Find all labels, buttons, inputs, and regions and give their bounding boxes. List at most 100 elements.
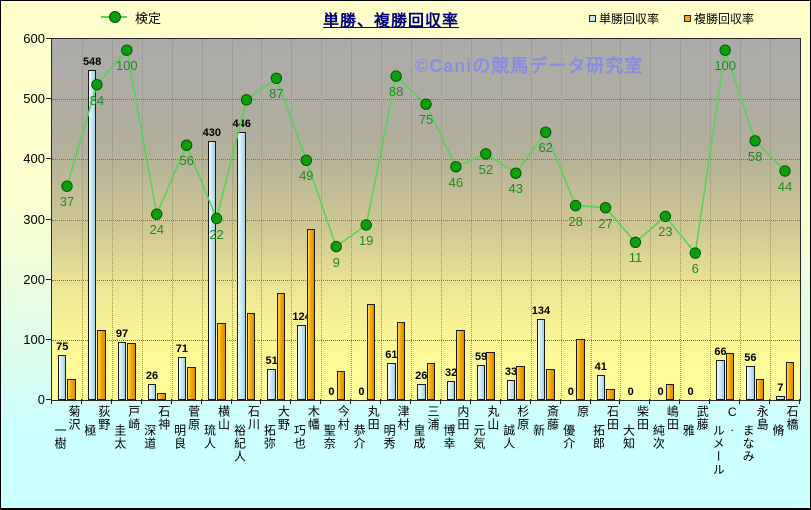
bar-win-4[interactable] bbox=[177, 357, 187, 400]
bar-win-2[interactable] bbox=[117, 341, 127, 400]
bar-win-8[interactable] bbox=[297, 325, 306, 400]
line-marker-21[interactable] bbox=[689, 247, 701, 259]
line-marker-4[interactable] bbox=[180, 139, 193, 151]
bar-win-11[interactable] bbox=[387, 363, 396, 400]
bar-win-label-9: 0 bbox=[328, 386, 335, 398]
gridline-v-7 bbox=[261, 39, 263, 400]
line-marker-6[interactable] bbox=[240, 94, 253, 106]
bar-win-label-4: 71 bbox=[175, 343, 188, 356]
line-marker-13[interactable] bbox=[450, 161, 462, 173]
line-marker-9[interactable] bbox=[330, 240, 342, 253]
line-marker-19[interactable] bbox=[629, 236, 642, 249]
line-label-5: 22 bbox=[209, 226, 224, 242]
plot-area[interactable]: ©Caniの競馬データ研究室 75 548 97 26 71 430 446 51 124 0 0 6… bbox=[51, 38, 801, 401]
bar-place-12[interactable] bbox=[426, 362, 435, 400]
bar-win-22[interactable] bbox=[716, 360, 725, 400]
bar-place-20[interactable] bbox=[665, 383, 675, 400]
chart-title: 単勝、複勝回収率 bbox=[322, 13, 459, 30]
bar-win-7[interactable] bbox=[267, 369, 276, 400]
line-marker-1[interactable] bbox=[91, 79, 103, 91]
legend-kentei[interactable]: 検定 bbox=[101, 8, 161, 26]
line-marker-8[interactable] bbox=[300, 154, 313, 167]
gridline-h-200 bbox=[52, 279, 800, 281]
line-marker-18[interactable] bbox=[599, 202, 612, 214]
line-marker-7[interactable] bbox=[270, 72, 283, 84]
bar-win-23[interactable] bbox=[746, 366, 755, 400]
line-marker-5[interactable] bbox=[210, 212, 223, 225]
line-marker-2[interactable] bbox=[121, 44, 133, 56]
legend-place[interactable]: 複勝回収率 bbox=[684, 10, 754, 26]
line-marker-16[interactable] bbox=[540, 126, 552, 138]
bar-win-15[interactable] bbox=[506, 380, 516, 400]
gridline-v-1 bbox=[81, 39, 83, 400]
x-label-given-12: 皇成 bbox=[412, 424, 426, 450]
x-label-family-4: 菅原 bbox=[186, 405, 201, 431]
legend-win[interactable]: 単勝回収率 bbox=[589, 10, 659, 26]
x-axis-tick-22 bbox=[709, 399, 711, 404]
gridline-v-6 bbox=[231, 39, 233, 400]
line-marker-22[interactable] bbox=[719, 44, 731, 56]
bar-win-0[interactable] bbox=[57, 354, 67, 400]
bar-win-label-5: 430 bbox=[202, 127, 221, 140]
x-label-given-18: 拓郎 bbox=[591, 424, 606, 450]
line-marker-17[interactable] bbox=[569, 199, 582, 212]
bar-win-16[interactable] bbox=[536, 319, 546, 400]
bar-place-5[interactable] bbox=[217, 322, 226, 400]
bar-place-8[interactable] bbox=[306, 228, 316, 400]
x-axis-tick-6 bbox=[230, 399, 232, 404]
y-axis-label-200: 200 bbox=[23, 271, 45, 287]
bar-place-17[interactable] bbox=[576, 338, 585, 400]
bar-win-3[interactable] bbox=[147, 384, 157, 400]
y-axis-tick-500 bbox=[46, 98, 51, 100]
bar-win-14[interactable] bbox=[476, 364, 486, 400]
line-label-14: 52 bbox=[478, 161, 494, 177]
bar-place-7[interactable] bbox=[276, 292, 286, 400]
bar-win-12[interactable] bbox=[417, 384, 426, 400]
bar-win-13[interactable] bbox=[446, 380, 456, 400]
x-label-family-10: 丸田 bbox=[366, 405, 381, 431]
bar-place-15[interactable] bbox=[516, 365, 525, 400]
gridline-v-5 bbox=[201, 39, 203, 400]
bar-place-1[interactable] bbox=[97, 329, 106, 400]
x-axis-tick-12 bbox=[410, 399, 412, 404]
bar-place-18[interactable] bbox=[606, 389, 615, 400]
bar-win-24[interactable] bbox=[776, 395, 785, 400]
bar-place-16[interactable] bbox=[546, 368, 555, 400]
line-marker-23[interactable] bbox=[749, 135, 761, 147]
legend-line-sample bbox=[101, 11, 127, 23]
bar-place-3[interactable] bbox=[157, 392, 166, 400]
bar-place-11[interactable] bbox=[396, 321, 406, 400]
x-axis-tick-1 bbox=[80, 399, 82, 404]
bar-place-23[interactable] bbox=[755, 378, 765, 400]
line-marker-0[interactable] bbox=[61, 180, 73, 192]
line-marker-24[interactable] bbox=[779, 165, 791, 177]
line-label-17: 28 bbox=[568, 213, 583, 229]
bar-win-1[interactable] bbox=[87, 70, 97, 400]
line-marker-20[interactable] bbox=[659, 210, 672, 223]
line-series-kentei[interactable] bbox=[52, 39, 800, 400]
line-marker-3[interactable] bbox=[151, 208, 163, 220]
bar-place-22[interactable] bbox=[725, 353, 735, 400]
bar-win-5[interactable] bbox=[207, 141, 217, 400]
bar-place-0[interactable] bbox=[67, 378, 76, 400]
x-label-0: 菊沢 一樹 bbox=[51, 405, 81, 485]
line-marker-15[interactable] bbox=[510, 167, 522, 179]
line-marker-10[interactable] bbox=[360, 219, 372, 231]
bar-place-14[interactable] bbox=[486, 351, 495, 400]
bar-place-9[interactable] bbox=[336, 371, 346, 400]
line-marker-11[interactable] bbox=[390, 70, 402, 82]
bar-place-2[interactable] bbox=[127, 342, 136, 400]
bar-place-24[interactable] bbox=[785, 362, 795, 400]
legend-kentei-label: 検定 bbox=[135, 10, 162, 26]
line-marker-14[interactable] bbox=[480, 148, 492, 160]
bar-place-6[interactable] bbox=[246, 312, 256, 400]
line-marker-12[interactable] bbox=[420, 98, 432, 110]
bar-place-13[interactable] bbox=[456, 329, 465, 400]
bar-win-18[interactable] bbox=[596, 375, 606, 400]
bar-win-label-7: 51 bbox=[265, 355, 278, 368]
bar-place-4[interactable] bbox=[187, 366, 196, 400]
x-label-5: 横山 琉人 bbox=[201, 405, 231, 485]
bar-place-10[interactable] bbox=[366, 303, 376, 400]
x-label-given-20: 純次 bbox=[651, 424, 666, 450]
bar-win-6[interactable] bbox=[237, 131, 246, 400]
